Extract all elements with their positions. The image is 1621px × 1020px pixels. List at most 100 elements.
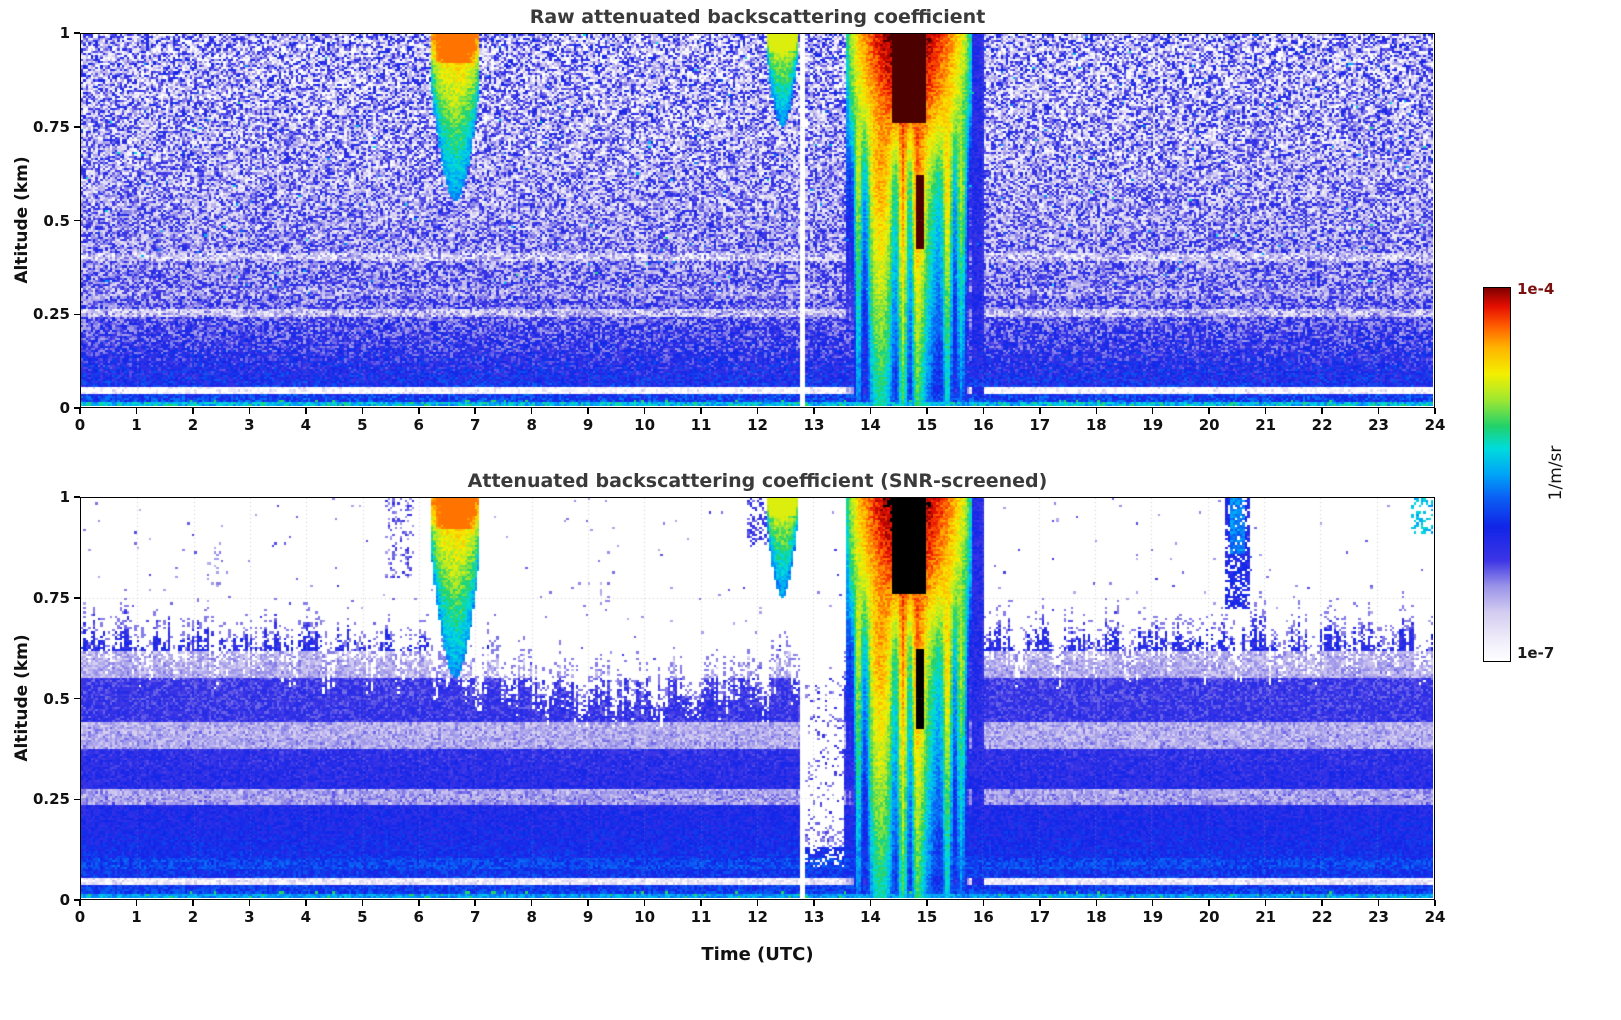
screened-heatmap-canvas: [81, 498, 1433, 898]
x-tick-mark: [1377, 900, 1380, 906]
x-tick-label: 2: [187, 908, 199, 926]
x-tick-label: 10: [634, 416, 656, 434]
y-tick-mark: [74, 697, 80, 700]
x-tick-label: 5: [357, 416, 368, 434]
x-tick-mark: [1095, 408, 1097, 414]
x-tick-label: 16: [972, 416, 994, 434]
x-tick-label: 24: [1424, 908, 1446, 926]
x-tick-mark: [982, 900, 985, 906]
y-tick-label: 0.75: [32, 117, 70, 136]
y-tick-label: 1: [59, 24, 70, 42]
x-tick-label: 11: [690, 416, 712, 434]
x-tick-mark: [305, 900, 307, 906]
x-tick-label: 9: [582, 416, 594, 434]
x-tick-mark: [530, 408, 533, 414]
x-tick-label: 21: [1255, 908, 1277, 926]
x-tick-label: 15: [916, 908, 938, 926]
x-tick-label: 19: [1142, 908, 1164, 926]
x-tick-mark: [1434, 408, 1436, 414]
x-tick-mark: [587, 408, 589, 414]
y-tick-label: 0.25: [32, 305, 70, 324]
x-tick-mark: [192, 900, 194, 906]
x-tick-mark: [1264, 408, 1267, 414]
y-tick-mark: [74, 798, 80, 800]
colorbar-units-label: 1/m/sr: [1546, 445, 1566, 501]
x-tick-label: 3: [244, 908, 255, 926]
x-tick-label: 6: [413, 908, 424, 926]
x-tick-mark: [135, 900, 138, 906]
x-tick-label: 0: [74, 908, 86, 926]
x-tick-mark: [926, 408, 928, 414]
colorbar-min-label: 1e-7: [1517, 644, 1555, 662]
x-tick-mark: [1095, 900, 1097, 906]
x-tick-label: 17: [1029, 908, 1051, 926]
x-tick-mark: [1151, 408, 1154, 414]
x-tick-mark: [1434, 900, 1436, 906]
x-tick-mark: [79, 900, 81, 906]
x-tick-label: 19: [1142, 416, 1164, 434]
x-tick-mark: [700, 900, 702, 906]
x-tick-label: 8: [526, 908, 537, 926]
x-tick-mark: [474, 900, 476, 906]
x-tick-mark: [643, 408, 646, 414]
x-tick-label: 15: [916, 416, 938, 434]
y-tick-label: 0.5: [43, 689, 70, 708]
x-tick-label: 13: [803, 416, 825, 434]
x-tick-mark: [418, 900, 420, 906]
x-tick-mark: [643, 900, 646, 906]
x-tick-mark: [474, 408, 476, 414]
x-tick-label: 17: [1029, 416, 1051, 434]
x-tick-mark: [587, 900, 589, 906]
x-tick-label: 3: [244, 416, 255, 434]
x-tick-label: 18: [1085, 908, 1107, 926]
x-tick-mark: [248, 408, 251, 414]
x-tick-label: 23: [1368, 908, 1389, 926]
y-tick-label: 1: [59, 488, 70, 506]
y-tick-mark: [74, 407, 80, 409]
raw-heatmap-canvas: [81, 34, 1433, 406]
x-tick-mark: [1208, 408, 1210, 414]
x-tick-mark: [135, 408, 138, 414]
x-tick-label: 10: [634, 908, 656, 926]
x-tick-label: 12: [747, 416, 768, 434]
x-tick-mark: [418, 408, 420, 414]
x-tick-label: 20: [1198, 416, 1220, 434]
x-tick-label: 22: [1311, 908, 1333, 926]
x-tick-label: 7: [469, 908, 481, 926]
y-tick-mark: [74, 219, 80, 222]
screened-panel-plot-area: [80, 497, 1435, 900]
y-tick-mark: [74, 313, 80, 315]
x-tick-label: 14: [859, 908, 881, 926]
x-tick-label: 16: [972, 908, 994, 926]
x-tick-mark: [700, 408, 702, 414]
x-tick-label: 2: [187, 416, 199, 434]
x-tick-mark: [361, 408, 364, 414]
colorbar-gradient-canvas: [1484, 288, 1510, 661]
x-tick-mark: [756, 408, 759, 414]
x-tick-label: 11: [690, 908, 712, 926]
x-tick-label: 4: [300, 908, 312, 926]
raw-panel-title: Raw attenuated backscattering coefficien…: [529, 6, 986, 28]
x-tick-mark: [982, 408, 985, 414]
y-tick-mark: [74, 899, 80, 901]
x-tick-label: 1: [131, 416, 142, 434]
x-tick-label: 5: [357, 908, 368, 926]
y-tick-label: 0: [59, 891, 70, 909]
x-tick-label: 23: [1368, 416, 1389, 434]
x-tick-mark: [305, 408, 307, 414]
x-tick-label: 7: [469, 416, 481, 434]
x-tick-label: 12: [747, 908, 768, 926]
y-tick-mark: [74, 126, 80, 128]
x-tick-mark: [869, 408, 872, 414]
y-tick-label: 0: [59, 399, 70, 417]
x-tick-label: 6: [413, 416, 424, 434]
x-tick-mark: [869, 900, 872, 906]
colorbar: [1483, 287, 1511, 662]
y-tick-mark: [74, 496, 80, 498]
x-tick-mark: [1208, 900, 1210, 906]
x-tick-label: 14: [859, 416, 881, 434]
y-tick-mark: [74, 597, 80, 599]
x-axis-label: Time (UTC): [701, 944, 814, 965]
x-tick-label: 4: [300, 416, 312, 434]
x-tick-mark: [79, 408, 81, 414]
